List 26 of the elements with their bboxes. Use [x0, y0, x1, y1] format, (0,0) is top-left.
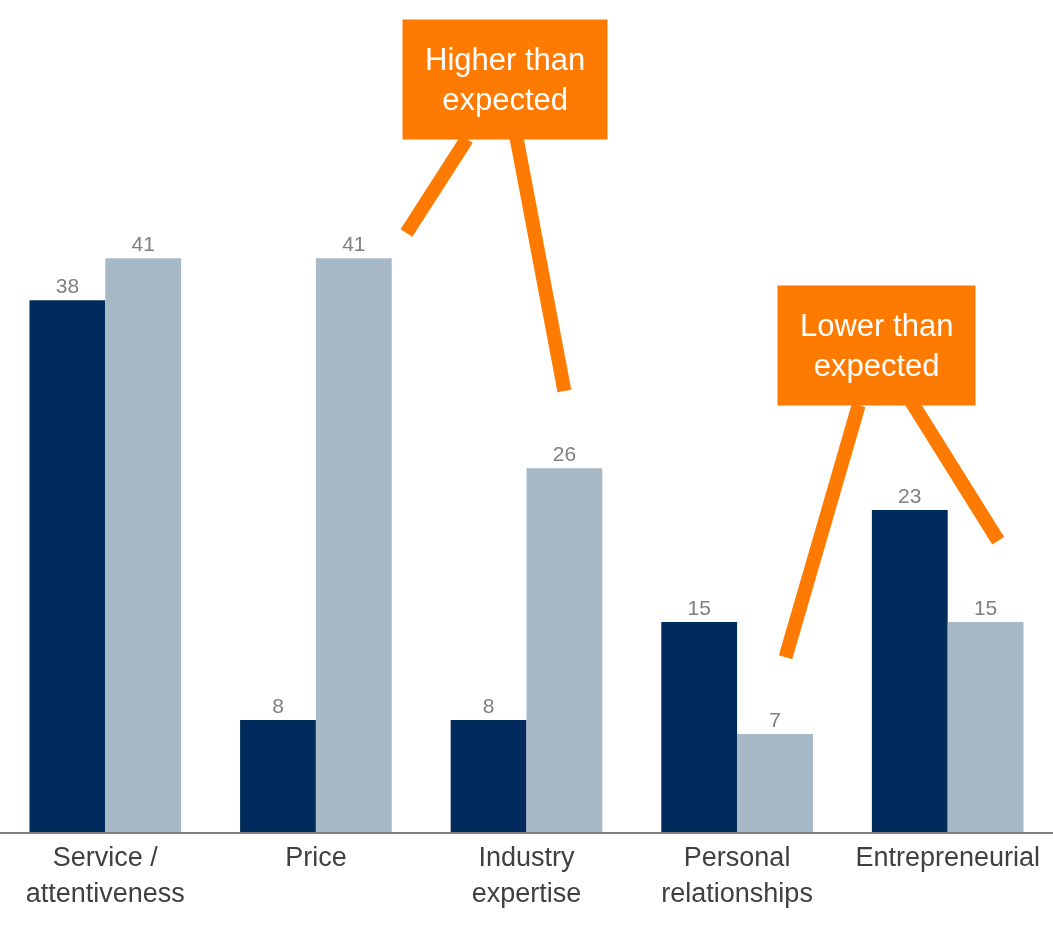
text: Higher than expected: [425, 42, 586, 118]
bar: [947, 622, 1024, 832]
data-label: 15: [687, 596, 711, 620]
bar: [450, 720, 527, 832]
x-tick-label: Industry expertise: [471, 842, 582, 908]
data-label: 7: [769, 708, 781, 732]
data-label: 41: [131, 232, 155, 256]
bar: [661, 622, 738, 832]
x-tick-label: Personal relationships: [661, 842, 813, 908]
bar: [240, 720, 316, 832]
bar: [315, 258, 392, 832]
annotation: Lower than expected: [800, 308, 954, 384]
data-label: 23: [898, 484, 922, 508]
x-tick-label: Price: [285, 842, 347, 873]
x-tick-label: Entrepreneurial: [855, 842, 1041, 873]
data-label: 15: [973, 596, 998, 620]
data-label: 8: [272, 694, 284, 718]
data-label: 38: [55, 274, 80, 298]
x-tick-label: Service / attentiveness: [25, 842, 185, 908]
bar: [105, 258, 182, 832]
data-label: 41: [342, 232, 366, 256]
data-label: 8: [482, 694, 495, 718]
data-label: 26: [552, 442, 577, 466]
bar: [737, 734, 813, 832]
bar: [526, 468, 603, 832]
bar: [29, 300, 106, 832]
